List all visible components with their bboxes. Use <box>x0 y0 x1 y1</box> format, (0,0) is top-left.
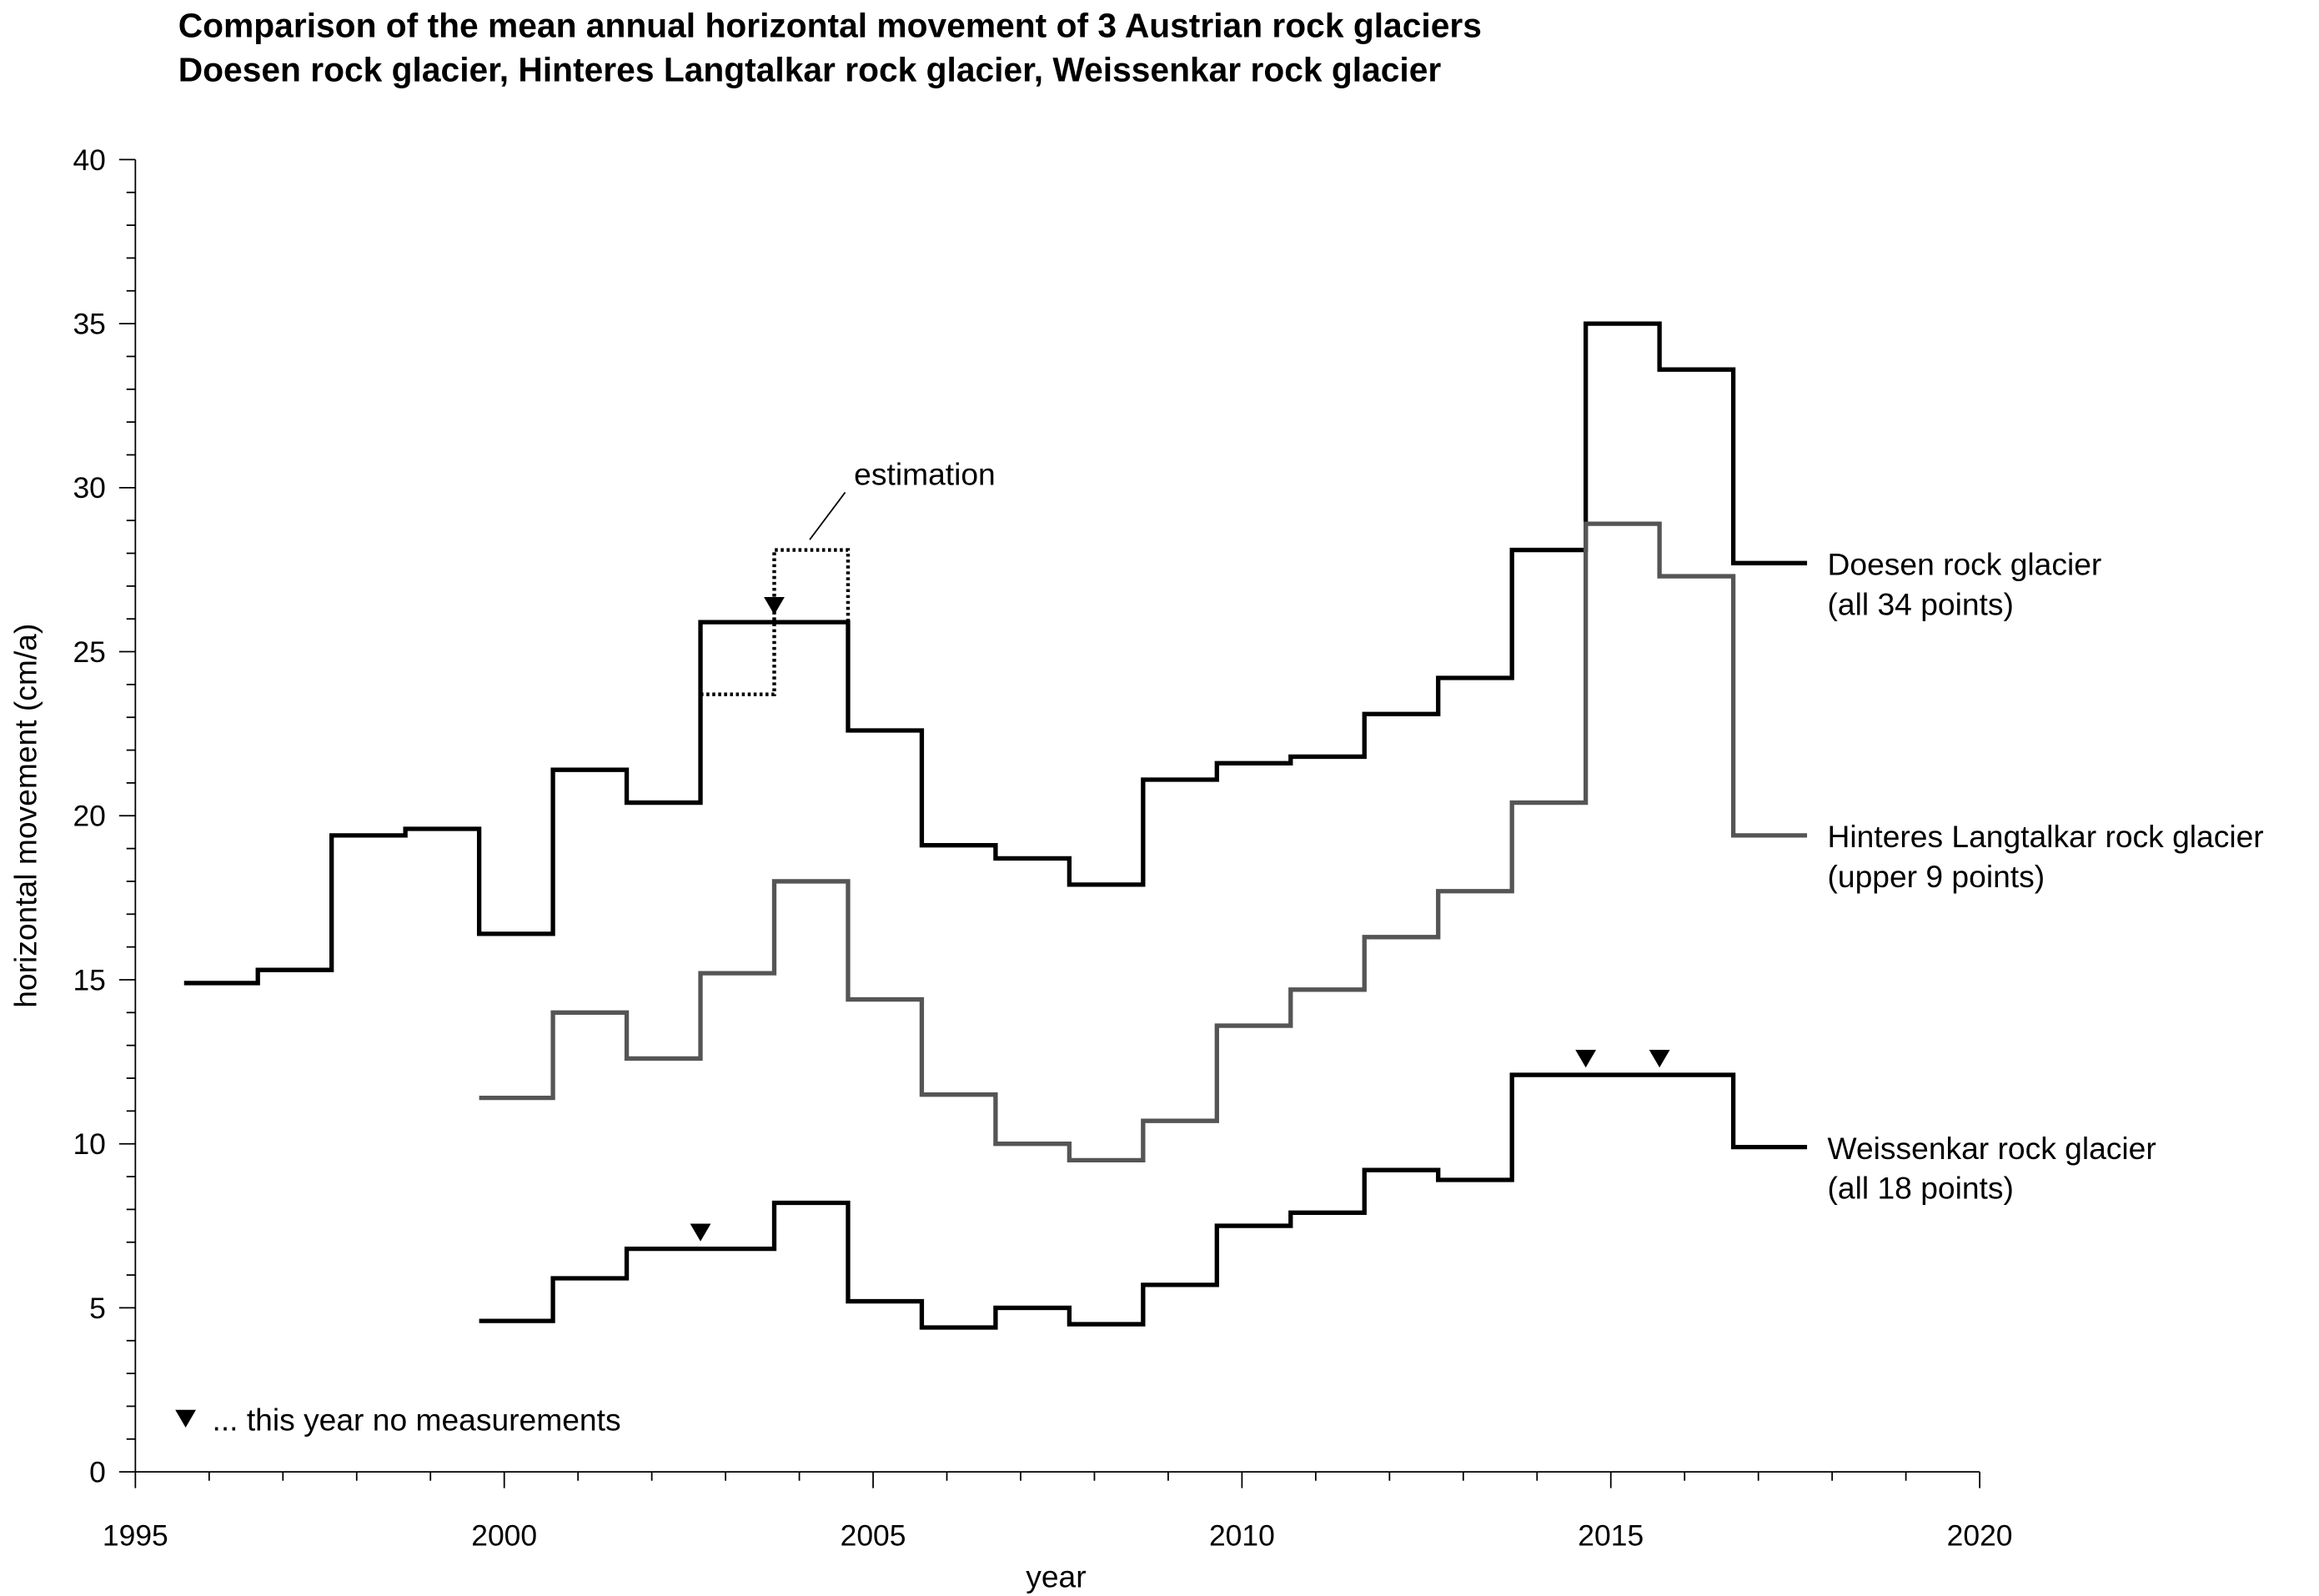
x-tick-label: 2020 <box>1947 1519 2013 1553</box>
y-tick-label: 25 <box>73 635 105 669</box>
no-measurement-marker <box>764 597 785 615</box>
no-measurement-marker <box>1649 1049 1670 1068</box>
series-note: (upper 9 points) <box>1828 859 2045 894</box>
chart-title: Comparison of the mean annual horizontal… <box>178 6 1482 44</box>
x-tick-label: 2000 <box>471 1519 537 1553</box>
no-measurement-marker <box>690 1223 711 1242</box>
step-line <box>479 1072 1808 1330</box>
y-tick-label: 10 <box>73 1127 105 1161</box>
series-note: (all 34 points) <box>1828 586 2014 621</box>
legend-text: ... this year no measurements <box>213 1403 621 1438</box>
series-label: Doesen rock glacier <box>1828 547 2102 582</box>
x-tick-label: 2010 <box>1209 1519 1275 1553</box>
y-tick-label: 30 <box>73 471 105 504</box>
series-label: Weissenkar rock glacier <box>1828 1131 2156 1166</box>
no-measurement-marker <box>1575 1049 1597 1068</box>
y-tick-label: 35 <box>73 308 105 341</box>
x-tick-label: 1995 <box>103 1519 168 1553</box>
estimation-label: estimation <box>854 457 996 492</box>
chart-subtitle: Doesen rock glacier, Hinteres Langtalkar… <box>178 50 1442 88</box>
estimation-line <box>700 548 851 696</box>
x-axis-label: year <box>1026 1558 1086 1593</box>
step-line <box>183 321 1808 986</box>
y-tick-label: 20 <box>73 800 105 833</box>
y-tick-label: 40 <box>73 143 105 177</box>
series-note: (all 18 points) <box>1828 1171 2014 1206</box>
estimation-leader <box>809 491 846 540</box>
y-axis-label: horizontal movement (cm/a) <box>8 624 43 1008</box>
y-tick-label: 5 <box>89 1292 106 1325</box>
series-label: Hinteres Langtalkar rock glacier <box>1828 819 2264 854</box>
step-line <box>479 521 1808 1163</box>
x-tick-label: 2005 <box>841 1519 906 1553</box>
legend-marker <box>175 1409 197 1428</box>
x-tick-label: 2015 <box>1578 1519 1644 1553</box>
y-tick-label: 15 <box>73 963 105 996</box>
y-tick-label: 0 <box>89 1456 106 1489</box>
